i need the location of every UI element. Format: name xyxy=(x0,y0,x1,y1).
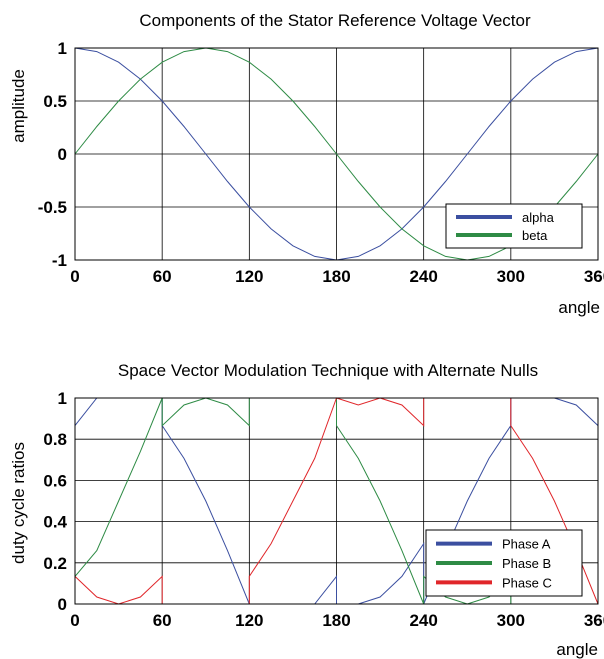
x-tick-label: 240 xyxy=(409,611,437,630)
x-tick-label: 240 xyxy=(409,267,437,286)
x-tick-label: 0 xyxy=(70,267,79,286)
x-tick-label: 300 xyxy=(497,611,525,630)
plot-frame xyxy=(74,397,599,605)
y-axis-label: duty cycle ratios xyxy=(9,442,28,564)
y-tick-label: 0.4 xyxy=(43,513,67,532)
x-tick-label: 120 xyxy=(235,611,263,630)
x-axis-label: angle xyxy=(556,640,598,659)
legend: Phase A Phase B Phase C xyxy=(425,529,583,597)
y-tick-label: 1 xyxy=(58,39,67,58)
y-axis-label: amplitude xyxy=(9,69,28,143)
x-tick-label: 120 xyxy=(235,267,263,286)
x-tick-label: 180 xyxy=(322,611,350,630)
x-tick-label: 360 xyxy=(584,611,604,630)
legend-box xyxy=(445,203,583,249)
chart-title: Space Vector Modulation Technique with A… xyxy=(118,361,538,380)
legend-label: Phase B xyxy=(502,556,551,571)
x-tick-label: 60 xyxy=(153,611,172,630)
x-tick-label: 60 xyxy=(153,267,172,286)
y-tick-label: 0 xyxy=(58,595,67,614)
y-tick-label: 0.5 xyxy=(43,92,67,111)
x-tick-label: 300 xyxy=(497,267,525,286)
legend-label: beta xyxy=(522,228,548,243)
legend-label: alpha xyxy=(522,210,555,225)
tick-labels: 0 60 120 180 240 300 360 1 0.8 0.6 0.4 0.2 0 xyxy=(43,389,604,630)
tick-labels: 0 60 120 180 240 300 360 1 0.5 0 -0.5 -1 xyxy=(38,39,604,286)
y-tick-label: -0.5 xyxy=(38,198,67,217)
y-tick-label: 1 xyxy=(58,389,67,408)
plot-frame xyxy=(74,47,599,261)
legend: alpha beta xyxy=(445,203,583,249)
x-tick-label: 360 xyxy=(584,267,604,286)
x-axis-label: angle xyxy=(558,298,600,317)
chart-title: Components of the Stator Reference Volta… xyxy=(139,11,531,30)
chart-stator-voltage: Components of the Stator Reference Volta… xyxy=(9,11,604,317)
y-tick-label: 0.8 xyxy=(43,430,67,449)
chart-svm-duty-cycles: Space Vector Modulation Technique with A… xyxy=(9,361,604,659)
y-tick-label: 0.2 xyxy=(43,554,67,573)
y-tick-label: -1 xyxy=(52,251,67,270)
y-tick-label: 0.6 xyxy=(43,471,67,490)
legend-label: Phase A xyxy=(502,537,551,552)
x-tick-label: 180 xyxy=(322,267,350,286)
y-tick-label: 0 xyxy=(58,145,67,164)
x-tick-label: 0 xyxy=(70,611,79,630)
legend-label: Phase C xyxy=(502,575,552,590)
